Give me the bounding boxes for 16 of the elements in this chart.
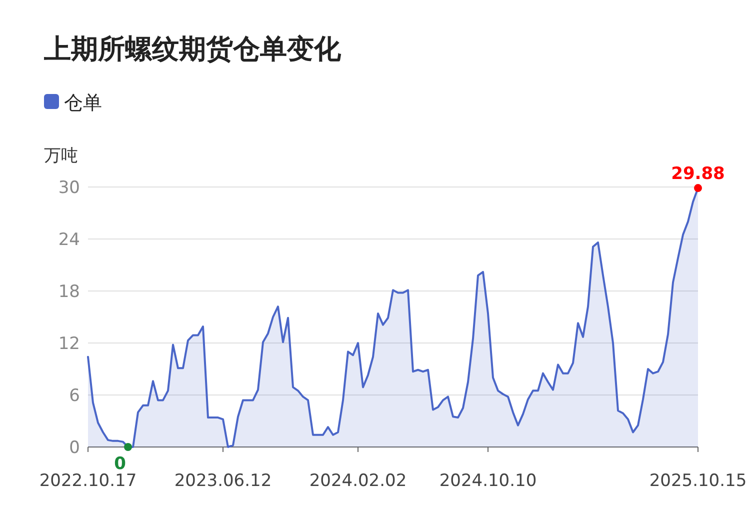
x-tick-label: 2023.06.12 <box>174 471 272 491</box>
x-tick-label: 2024.02.02 <box>309 471 407 491</box>
x-tick-label: 2025.10.15 <box>649 471 747 491</box>
annotation: 0 <box>114 454 126 474</box>
x-tick-label: 2024.10.10 <box>439 471 537 491</box>
y-tick-label: 18 <box>58 282 80 302</box>
x-tick-label: 2022.10.17 <box>39 471 137 491</box>
y-tick-label: 12 <box>58 334 80 354</box>
y-tick-label: 30 <box>58 178 80 198</box>
chart-title: 上期所螺纹期货仓单变化 <box>43 34 342 65</box>
annotation: 29.88 <box>671 164 725 184</box>
y-axis-title: 万吨 <box>44 146 78 166</box>
y-tick-label: 24 <box>58 230 80 250</box>
y-tick-label: 0 <box>69 438 80 458</box>
legend-label: 仓单 <box>64 92 102 114</box>
y-tick-label: 6 <box>69 386 80 406</box>
